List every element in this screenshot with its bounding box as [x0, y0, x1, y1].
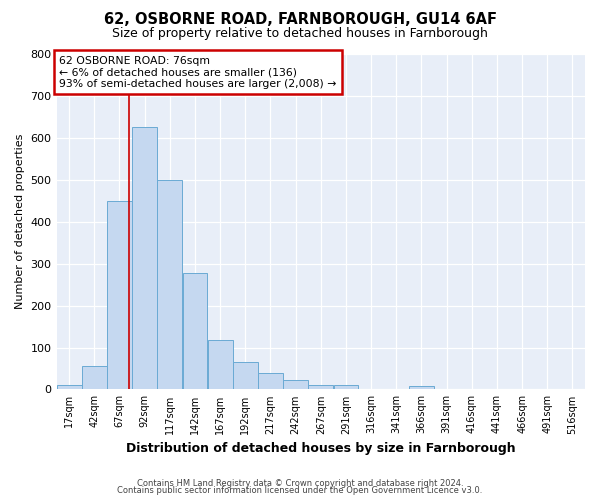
Bar [157, 180, 182, 390]
Bar [107, 201, 132, 390]
Bar [258, 374, 283, 390]
Bar [283, 380, 308, 390]
Bar [56, 385, 82, 390]
Text: Size of property relative to detached houses in Farnborough: Size of property relative to detached ho… [112, 28, 488, 40]
Text: Contains HM Land Registry data © Crown copyright and database right 2024.: Contains HM Land Registry data © Crown c… [137, 478, 463, 488]
Y-axis label: Number of detached properties: Number of detached properties [15, 134, 25, 310]
Bar [233, 362, 258, 390]
Bar [182, 273, 208, 390]
X-axis label: Distribution of detached houses by size in Farnborough: Distribution of detached houses by size … [126, 442, 515, 455]
Bar [132, 128, 157, 390]
Text: 62 OSBORNE ROAD: 76sqm
← 6% of detached houses are smaller (136)
93% of semi-det: 62 OSBORNE ROAD: 76sqm ← 6% of detached … [59, 56, 337, 89]
Bar [308, 385, 333, 390]
Text: 62, OSBORNE ROAD, FARNBOROUGH, GU14 6AF: 62, OSBORNE ROAD, FARNBOROUGH, GU14 6AF [104, 12, 497, 28]
Bar [409, 386, 434, 390]
Text: Contains public sector information licensed under the Open Government Licence v3: Contains public sector information licen… [118, 486, 482, 495]
Bar [208, 340, 233, 390]
Bar [82, 366, 107, 390]
Bar [334, 385, 358, 390]
